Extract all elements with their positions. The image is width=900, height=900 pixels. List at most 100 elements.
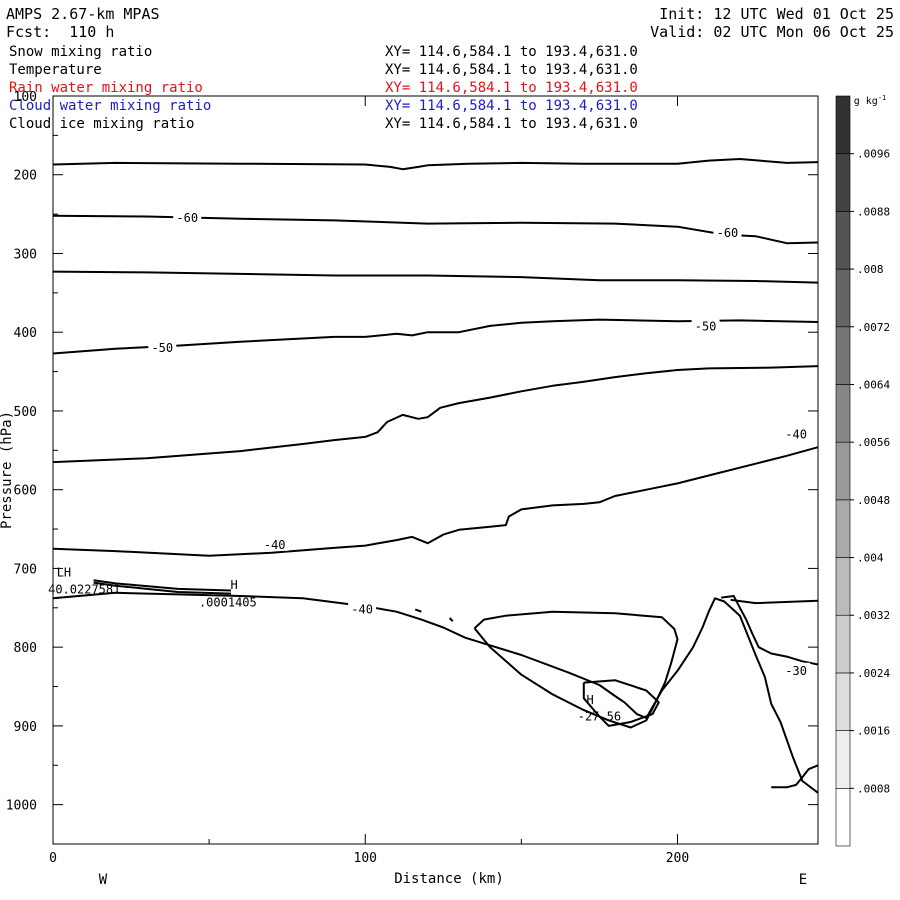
colorbar-label: .0048: [857, 494, 890, 507]
isotherm-contour: [473, 610, 679, 729]
field-name: Rain water mixing ratio: [9, 80, 203, 96]
contour-label-bg: [782, 426, 811, 441]
colorbar-swatch: [835, 268, 851, 328]
isotherm-contour: [52, 365, 819, 464]
y-tick-label: 500: [14, 405, 37, 420]
isotherm-contour: [52, 270, 819, 284]
colorbar-swatch: [835, 153, 851, 212]
field-xy: XY= 114.6,584.1 to 193.4,631.0: [385, 116, 638, 132]
field-xy: XY= 114.6,584.1 to 193.4,631.0: [385, 98, 638, 114]
contour-label: -40: [264, 538, 286, 552]
isotherm-contour: [52, 318, 819, 355]
plot-frame: [52, 95, 819, 845]
isotherm-contour: [52, 214, 819, 245]
contour-label: -40: [785, 428, 807, 442]
isotherm-contour: [414, 608, 422, 613]
y-tick-label: 200: [14, 169, 37, 184]
colorbar-label: .0008: [857, 782, 890, 795]
colorbar-label: .0024: [857, 667, 890, 680]
field-name: Cloud ice mixing ratio: [9, 116, 195, 132]
extremum-label: 40.0227581: [48, 583, 120, 597]
colorbar-swatch: [835, 211, 851, 270]
x-tick-label: 0: [49, 851, 57, 866]
extremum-label: -27.56: [578, 709, 621, 723]
x-tick-label: 200: [666, 851, 689, 866]
isotherm-contour: [721, 595, 819, 666]
contour-label: -30: [785, 664, 807, 678]
colorbar-swatch: [835, 672, 851, 731]
colorbar-unit: g kg-1: [854, 94, 887, 107]
extremum-label: LH: [57, 565, 71, 579]
contour-label-bg: [691, 318, 720, 333]
y-tick-label: 800: [14, 641, 37, 656]
colorbar-label: .0096: [857, 148, 890, 161]
extremum-label: .0001405: [199, 595, 257, 609]
colorbar-swatch: [835, 384, 851, 443]
colorbar-label: .004: [857, 552, 884, 565]
isotherm-contour: [448, 617, 454, 622]
contour-label-bg: [713, 225, 742, 240]
y-tick-label: 1000: [6, 799, 37, 814]
isotherm-contour: [52, 158, 819, 171]
isotherm-contour: [93, 579, 232, 592]
colorbar-unit-exponent: -1: [878, 94, 886, 102]
isotherm-contour: [582, 679, 660, 727]
colorbar-swatch: [835, 730, 851, 789]
east-label: E: [799, 872, 807, 888]
contour-label-bg: [260, 536, 289, 551]
west-label: W: [99, 872, 108, 888]
extremum-label: H: [230, 578, 237, 592]
contour-label: -60: [717, 226, 739, 240]
field-name: Cloud water mixing ratio: [9, 98, 212, 114]
contour-label-bg: [148, 339, 177, 354]
x-tick-label: 100: [354, 851, 377, 866]
extremum-label: H: [586, 693, 593, 707]
contour-label: -50: [695, 320, 717, 334]
init-time: Init: 12 UTC Wed 01 Oct 25: [659, 5, 894, 23]
y-tick-label: 100: [14, 90, 37, 105]
field-xy: XY= 114.6,584.1 to 193.4,631.0: [385, 44, 638, 60]
colorbar-unit-base: g kg: [854, 96, 878, 107]
colorbar-label: .0016: [857, 725, 890, 738]
colorbar-swatch: [835, 788, 851, 847]
y-tick-label: 900: [14, 720, 37, 735]
field-xy: XY= 114.6,584.1 to 193.4,631.0: [385, 62, 638, 78]
y-tick-label: 700: [14, 562, 37, 577]
colorbar-swatch: [835, 557, 851, 616]
colorbar-swatch: [835, 614, 851, 674]
y-tick-label: 400: [14, 326, 37, 341]
colorbar-label: .0056: [857, 436, 890, 449]
y-tick-label: 300: [14, 247, 37, 262]
colorbar-swatch: [835, 326, 851, 385]
valid-time: Valid: 02 UTC Mon 06 Oct 25: [650, 23, 894, 41]
contour-label-bg: [348, 601, 377, 616]
field-name: Temperature: [9, 62, 102, 78]
isotherm-contour: [771, 764, 819, 789]
model-title: AMPS 2.67-km MPAS: [6, 5, 160, 23]
x-axis-label: Distance (km): [394, 871, 504, 887]
colorbar-swatch: [835, 499, 851, 558]
isotherm-contour: [52, 446, 819, 557]
contour-label: -40: [351, 602, 373, 616]
contour-label: -60: [176, 211, 198, 225]
isotherm-contour: [52, 591, 819, 794]
field-name: Snow mixing ratio: [9, 44, 153, 60]
colorbar-label: .0072: [857, 321, 890, 334]
colorbar-label: .0032: [857, 609, 890, 622]
y-tick-label: 600: [14, 484, 37, 499]
colorbar-label: .008: [857, 263, 884, 276]
contour-label: -50: [151, 341, 173, 355]
field-xy: XY= 114.6,584.1 to 193.4,631.0: [385, 80, 638, 96]
isotherm-contour: [93, 581, 232, 595]
y-axis-label: Pressure (hPa): [0, 411, 15, 529]
isotherm-contour: [730, 598, 819, 605]
colorbar-label: .0064: [857, 378, 890, 391]
fcst-label: Fcst:: [6, 23, 52, 41]
colorbar-label: .0088: [857, 205, 890, 218]
contour-label-bg: [782, 662, 811, 677]
fcst-value: 110 h: [69, 23, 115, 41]
contour-label-bg: [173, 210, 202, 225]
forecast-hour: Fcst: 110 h: [6, 23, 114, 41]
colorbar-swatch: [835, 441, 851, 501]
